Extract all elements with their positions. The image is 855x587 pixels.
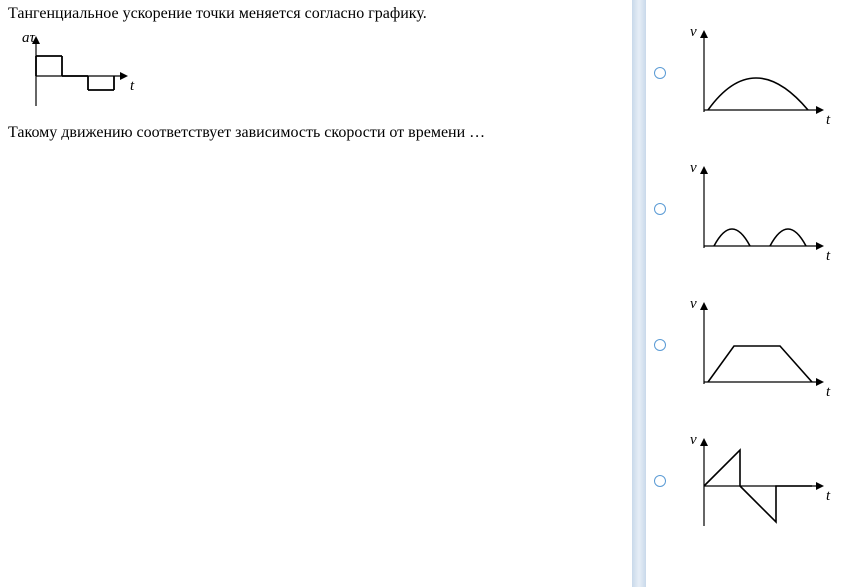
svg-text:t: t: [826, 248, 831, 264]
svg-text:v: v: [690, 24, 697, 40]
option-4[interactable]: vt: [646, 426, 855, 536]
svg-text:aτ: aτ: [22, 30, 36, 46]
radio-1[interactable]: [654, 67, 666, 79]
svg-text:v: v: [690, 160, 697, 176]
option-3-graph: vt: [684, 290, 834, 400]
option-3[interactable]: vt: [646, 290, 855, 400]
radio-2[interactable]: [654, 203, 666, 215]
svg-text:t: t: [826, 488, 831, 504]
question-graph: aτ t: [8, 24, 148, 114]
svg-text:v: v: [690, 296, 697, 312]
radio-3[interactable]: [654, 339, 666, 351]
question-line-2: Такому движению соответствует зависимост…: [8, 123, 617, 143]
svg-text:t: t: [826, 384, 831, 400]
vertical-divider: [632, 0, 646, 587]
options-pane: vt vt vt vt: [646, 0, 855, 562]
svg-text:v: v: [690, 432, 697, 448]
option-1[interactable]: vt: [646, 18, 855, 128]
option-2[interactable]: vt: [646, 154, 855, 264]
svg-text:t: t: [826, 112, 831, 128]
option-1-graph: vt: [684, 18, 834, 128]
radio-4[interactable]: [654, 475, 666, 487]
option-4-graph: vt: [684, 426, 834, 536]
question-line-1: Тангенциальное ускорение точки меняется …: [8, 4, 617, 24]
svg-text:t: t: [130, 78, 135, 94]
question-pane: Тангенциальное ускорение точки меняется …: [0, 0, 625, 143]
option-2-graph: vt: [684, 154, 834, 264]
